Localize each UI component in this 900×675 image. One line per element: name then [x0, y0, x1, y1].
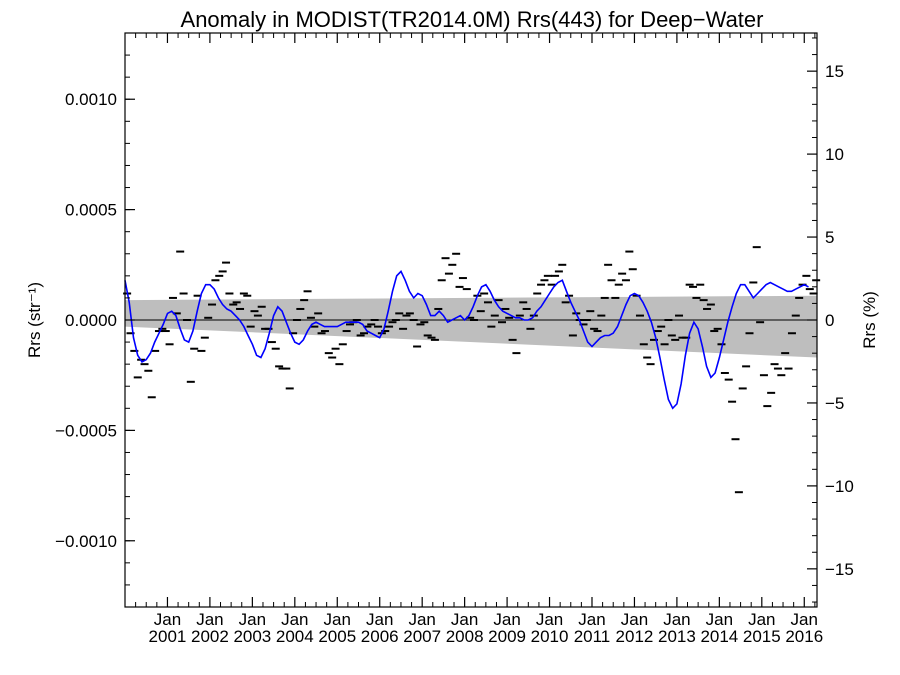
y-right-tick-label: −15 [825, 560, 854, 579]
x-tick-label-month: Jan [791, 610, 818, 629]
x-tick-label-month: Jan [621, 610, 648, 629]
x-tick-label-month: Jan [663, 610, 690, 629]
uncertainty-band [125, 295, 817, 358]
x-tick-label-month: Jan [536, 610, 563, 629]
y-left-tick-label: −0.0010 [55, 532, 117, 551]
x-tick-label-year: 2001 [149, 627, 187, 646]
x-tick-label-year: 2007 [403, 627, 441, 646]
y-axis-left-label: Rrs (str⁻¹) [25, 282, 44, 358]
x-tick-label-year: 2015 [743, 627, 781, 646]
x-tick-label-month: Jan [706, 610, 733, 629]
x-tick-label-month: Jan [196, 610, 223, 629]
x-tick-label-month: Jan [324, 610, 351, 629]
x-tick-label-year: 2004 [276, 627, 314, 646]
y-left-tick-label: 0.0000 [65, 311, 117, 330]
x-axis: Jan2001Jan2002Jan2003Jan2004Jan2005Jan20… [135, 33, 823, 646]
x-tick-label-month: Jan [493, 610, 520, 629]
uncertainty-band-layer [125, 295, 817, 358]
x-tick-label-year: 2009 [488, 627, 526, 646]
x-tick-label-year: 2005 [318, 627, 356, 646]
x-tick-label-year: 2008 [446, 627, 484, 646]
x-tick-label-year: 2016 [785, 627, 823, 646]
x-tick-label-month: Jan [578, 610, 605, 629]
y-right-tick-label: 5 [825, 228, 834, 247]
x-tick-label-month: Jan [366, 610, 393, 629]
x-tick-label-month: Jan [408, 610, 435, 629]
y-left-tick-label: 0.0005 [65, 201, 117, 220]
x-tick-label-year: 2003 [233, 627, 271, 646]
chart-title: Anomaly in MODIST(TR2014.0M) Rrs(443) fo… [181, 7, 764, 32]
y-right-tick-label: 10 [825, 145, 844, 164]
smoothed-line-layer [124, 270, 809, 410]
monthly-points-layer [123, 246, 821, 494]
x-tick-label-month: Jan [239, 610, 266, 629]
x-tick-label-year: 2002 [191, 627, 229, 646]
x-tick-label-year: 2013 [658, 627, 696, 646]
y-right-tick-label: −5 [825, 394, 844, 413]
x-tick-label-month: Jan [748, 610, 775, 629]
y-axis-right-label: Rrs (%) [860, 291, 879, 349]
y-axis-left: 0.0010 0.0005 0.0000 −0.0005 −0.0010 [55, 54, 135, 586]
y-right-tick-label: 15 [825, 62, 844, 81]
x-tick-label-month: Jan [451, 610, 478, 629]
x-tick-label-month: Jan [154, 610, 181, 629]
y-right-tick-label: −10 [825, 477, 854, 496]
x-tick-label-year: 2006 [361, 627, 399, 646]
x-tick-label-year: 2011 [574, 627, 611, 646]
y-left-tick-label: 0.0010 [65, 90, 117, 109]
x-tick-label-year: 2014 [700, 627, 738, 646]
y-right-tick-label: 0 [825, 311, 834, 330]
x-tick-label-month: Jan [281, 610, 308, 629]
x-tick-label-year: 2010 [531, 627, 569, 646]
y-axis-right: 15 10 5 0 −5 −10 −15 [807, 37, 854, 603]
y-left-tick-label: −0.0005 [55, 421, 117, 440]
x-tick-label-year: 2012 [616, 627, 654, 646]
smoothed-series-line [124, 270, 809, 410]
